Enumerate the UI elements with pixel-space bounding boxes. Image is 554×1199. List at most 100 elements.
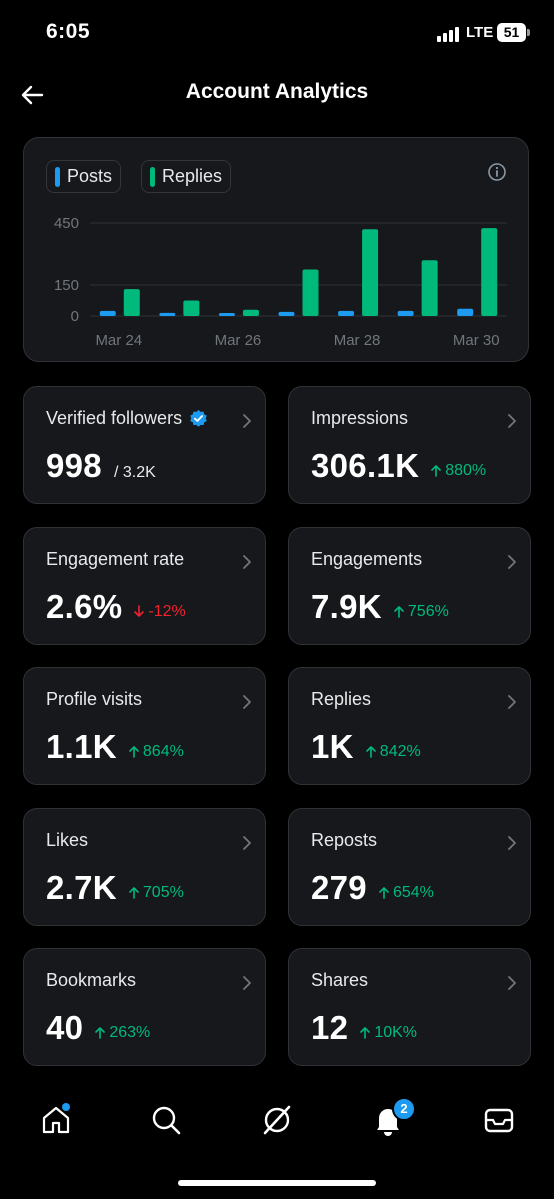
stat-card-engagement-rate[interactable]: Engagement rate 2.6% -12% xyxy=(23,527,266,645)
home-icon xyxy=(42,1106,70,1134)
stat-value-row: 2.6% -12% xyxy=(46,588,186,626)
stat-card-impressions[interactable]: Impressions 306.1K 880% xyxy=(288,386,531,504)
stat-value-row: 40 263% xyxy=(46,1009,150,1047)
messages-icon xyxy=(484,1108,514,1133)
chevron-right-icon xyxy=(508,695,516,709)
stat-value: 998 xyxy=(46,447,102,484)
stat-delta-value: 756% xyxy=(407,602,449,620)
stat-delta: 705% xyxy=(129,884,184,902)
bar-posts xyxy=(397,310,414,316)
stat-label-text: Impressions xyxy=(311,408,409,428)
stat-card-replies[interactable]: Replies 1K 842% xyxy=(288,667,531,785)
stat-card-verified-followers[interactable]: Verified followers 998 / 3.2K xyxy=(23,386,266,504)
arrow-up-icon xyxy=(431,465,442,477)
stat-delta-value: 263% xyxy=(109,1023,151,1041)
bar-replies xyxy=(183,300,200,316)
bar-chart: 450 150 0 Mar 24 Mar 26 Mar 28 Mar 30 xyxy=(54,215,507,349)
legend-replies[interactable]: Replies xyxy=(141,160,232,193)
arrow-up-icon xyxy=(129,887,139,899)
stat-label: Engagement rate xyxy=(46,549,184,570)
bar-posts xyxy=(338,310,355,316)
chevron-right-icon xyxy=(243,836,251,850)
network-type: LTE xyxy=(466,24,494,41)
stat-card-shares[interactable]: Shares 12 10K% xyxy=(288,948,531,1066)
bar-replies xyxy=(362,229,379,316)
stat-label: Bookmarks xyxy=(46,970,136,991)
bottom-nav: 2 xyxy=(0,1085,554,1160)
battery-icon: 51 xyxy=(497,23,526,42)
stat-card-profile-visits[interactable]: Profile visits 1.1K 864% xyxy=(23,667,266,785)
chevron-right-icon xyxy=(243,976,251,990)
verified-badge-icon xyxy=(190,409,207,427)
back-button[interactable] xyxy=(16,78,50,112)
stat-value: 12 xyxy=(311,1009,349,1046)
stat-card-bookmarks[interactable]: Bookmarks 40 263% xyxy=(23,948,266,1066)
stat-label: Shares xyxy=(311,970,368,991)
stat-delta: 263% xyxy=(95,1024,150,1042)
stat-label: Likes xyxy=(46,830,88,851)
stat-value: 1.1K xyxy=(46,728,117,765)
stat-label-text: Reposts xyxy=(311,830,378,850)
legend-posts-label: Posts xyxy=(67,166,113,186)
stat-value-row: 279 654% xyxy=(311,869,434,907)
stat-label: Impressions xyxy=(311,408,408,429)
stat-card-reposts[interactable]: Reposts 279 654% xyxy=(288,808,531,926)
stat-label: Verified followers xyxy=(46,408,208,429)
bar-replies xyxy=(302,269,319,316)
nav-grok[interactable] xyxy=(260,1103,294,1137)
chevron-right-icon xyxy=(508,555,516,569)
chevron-right-icon xyxy=(508,414,516,428)
home-indicator xyxy=(178,1180,376,1186)
stat-label: Engagements xyxy=(311,549,422,570)
stat-label: Replies xyxy=(311,689,371,710)
bar-posts xyxy=(278,311,295,316)
stat-value: 1K xyxy=(311,728,354,765)
x-tick-label: Mar 26 xyxy=(215,332,262,349)
legend-posts[interactable]: Posts xyxy=(46,160,122,193)
arrow-up-icon xyxy=(379,887,389,899)
legend-replies-swatch xyxy=(150,166,155,187)
stat-delta: 10K% xyxy=(360,1024,417,1042)
stat-delta-value: 654% xyxy=(392,883,434,901)
bar-replies xyxy=(421,260,438,316)
stat-value: 7.9K xyxy=(311,588,382,625)
bar-posts xyxy=(159,312,176,316)
arrow-up-icon xyxy=(129,746,139,758)
bar-replies xyxy=(481,228,498,316)
nav-notifications[interactable]: 2 xyxy=(371,1097,416,1137)
stat-label-text: Engagements xyxy=(311,549,423,569)
stat-value: 306.1K xyxy=(311,447,420,484)
stat-label-text: Shares xyxy=(311,970,369,990)
stat-card-engagements[interactable]: Engagements 7.9K 756% xyxy=(288,527,531,645)
status-time: 6:05 xyxy=(46,20,91,43)
battery-nub xyxy=(527,29,530,36)
bar-replies xyxy=(242,309,259,316)
y-tick-label: 0 xyxy=(71,308,79,325)
stat-delta-value: -12% xyxy=(148,602,186,620)
home-unread-dot xyxy=(62,1103,70,1111)
chevron-right-icon xyxy=(243,555,251,569)
x-tick-label: Mar 24 xyxy=(95,332,142,349)
stat-value: 2.6% xyxy=(46,588,123,625)
stat-card-likes[interactable]: Likes 2.7K 705% xyxy=(23,808,266,926)
stat-label-text: Replies xyxy=(311,689,372,709)
stat-label-text: Engagement rate xyxy=(46,549,185,569)
x-tick-label: Mar 30 xyxy=(453,332,500,349)
chevron-right-icon xyxy=(508,836,516,850)
stat-label-text: Verified followers xyxy=(46,408,183,428)
nav-home[interactable] xyxy=(39,1103,73,1137)
stat-value: 2.7K xyxy=(46,869,117,906)
chevron-right-icon xyxy=(243,695,251,709)
stat-value-row: 1.1K 864% xyxy=(46,728,184,766)
legend-replies-label: Replies xyxy=(162,166,223,186)
bar-replies xyxy=(123,289,140,316)
nav-messages[interactable] xyxy=(482,1103,516,1137)
arrow-up-icon xyxy=(95,1027,106,1039)
info-icon[interactable] xyxy=(487,162,507,182)
y-tick-label: 150 xyxy=(54,277,79,294)
y-tick-label: 450 xyxy=(54,215,79,232)
stat-label: Reposts xyxy=(311,830,377,851)
stat-label-text: Profile visits xyxy=(46,689,143,709)
nav-search[interactable] xyxy=(149,1103,183,1137)
